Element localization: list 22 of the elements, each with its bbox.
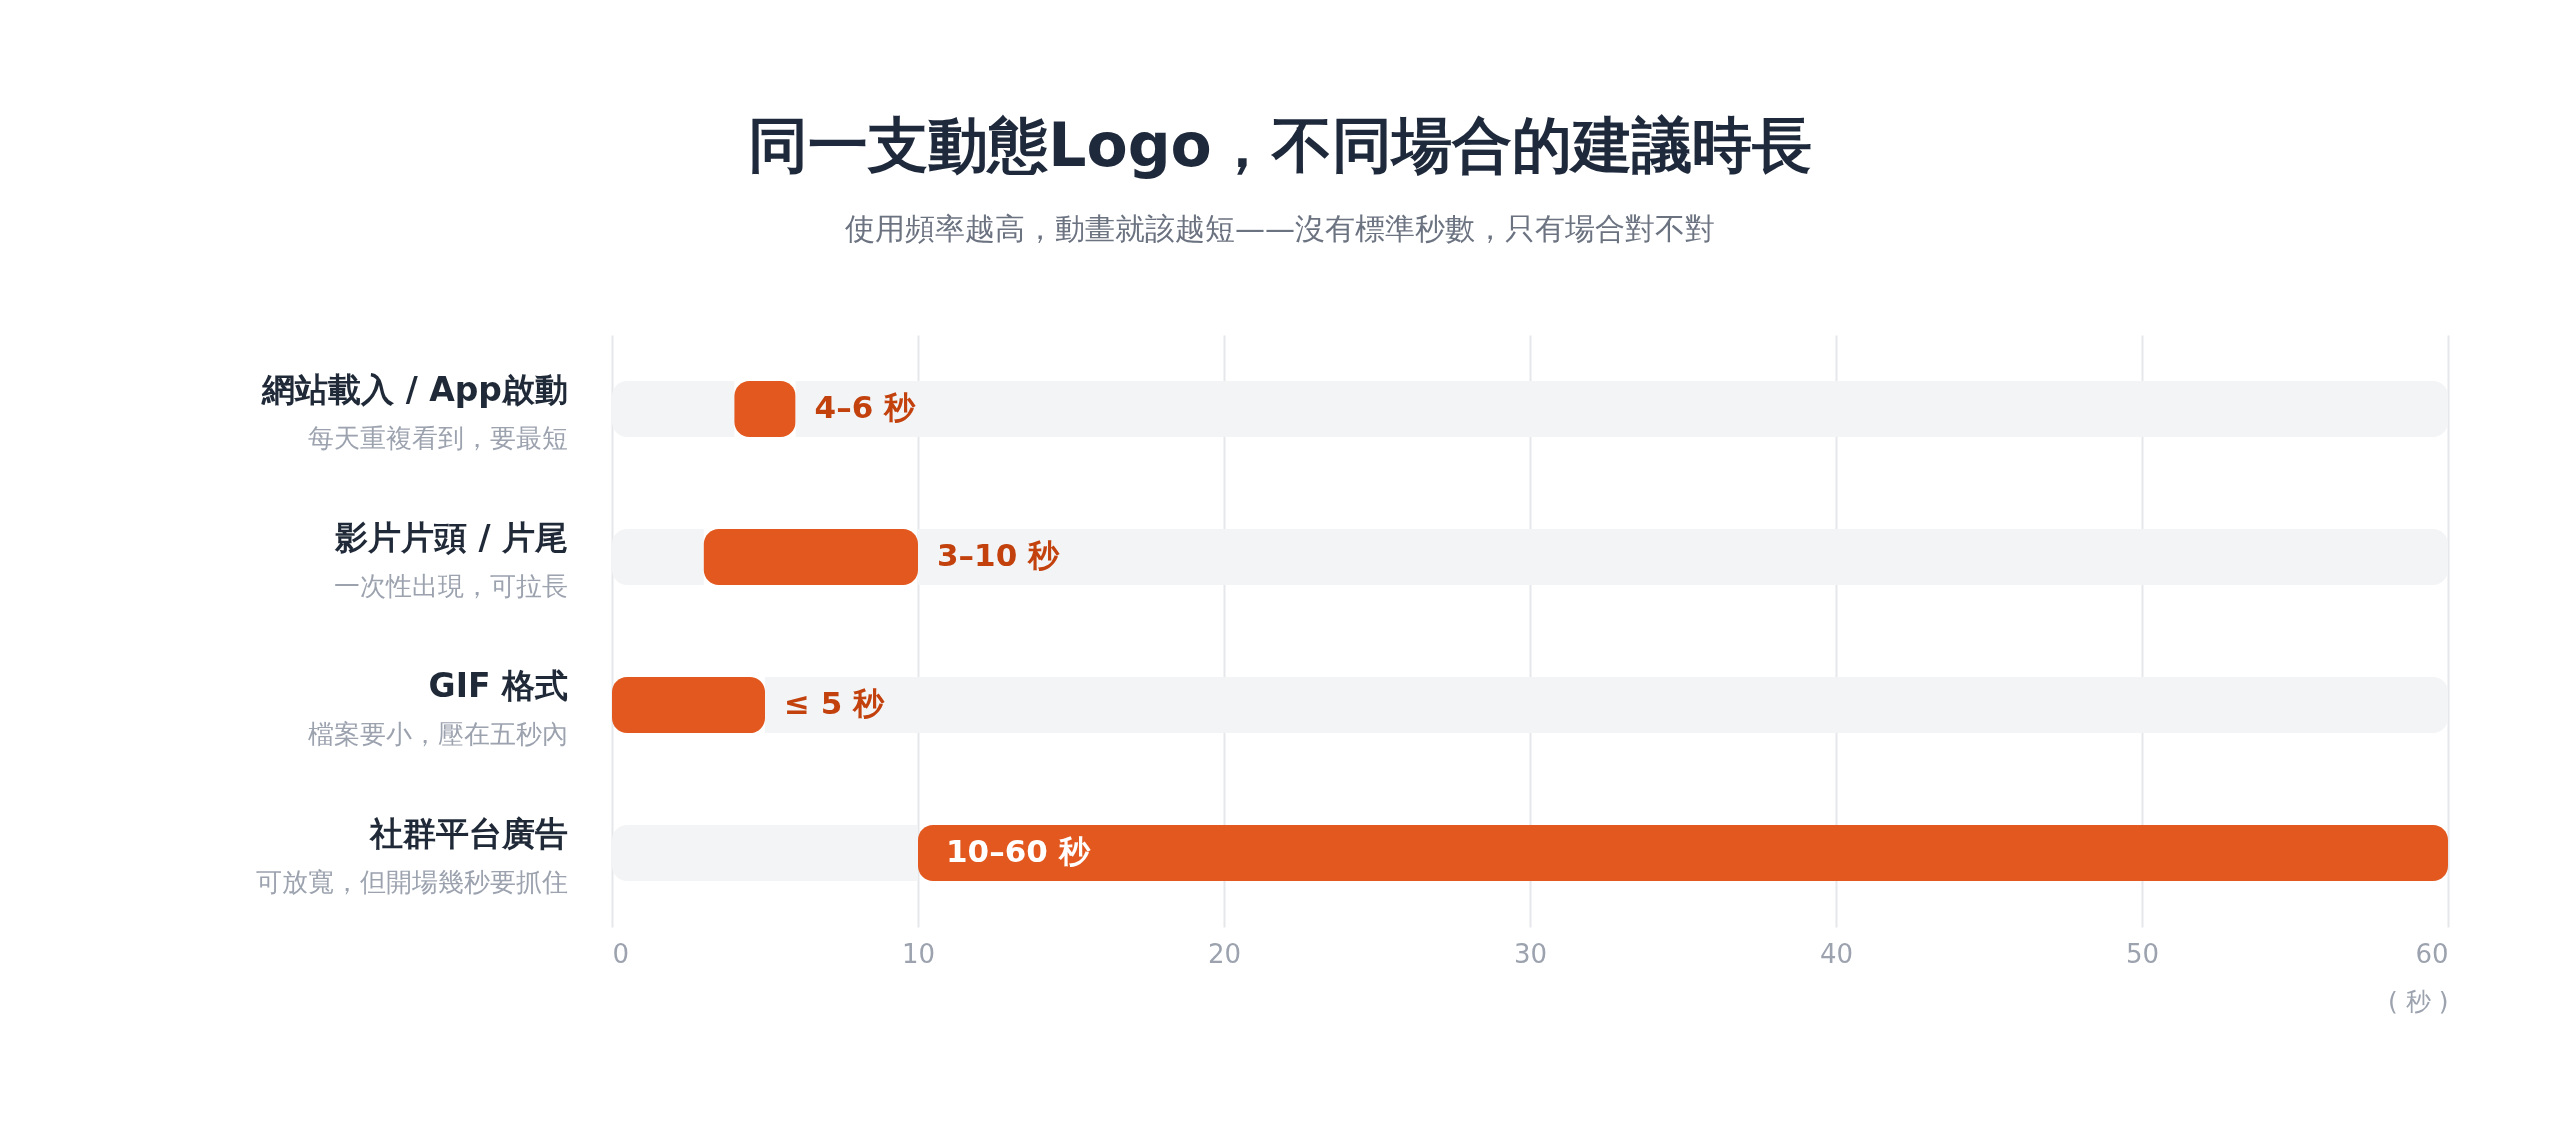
y-tick-label: 影片片頭 / 片尾 (333, 518, 568, 557)
x-tick-label: 20 (1207, 938, 1242, 969)
x-tick-label: 0 (612, 938, 630, 969)
x-tick-label: 10 (901, 938, 936, 969)
y-tick-label: GIF 格式 (428, 666, 568, 705)
data-label: 10–60 秒 (946, 833, 1091, 869)
x-tick-label: 40 (1819, 938, 1854, 969)
chart-subtitle: 使用頻率越高，動畫就該越短——沒有標準秒數，只有場合對不對 (845, 211, 1715, 246)
data-label: 4–6 秒 (814, 389, 917, 425)
text: 每天重複看到，要最短 (308, 423, 568, 453)
x-tick-label: 60 (2415, 938, 2449, 969)
x-tick-label: 50 (2125, 938, 2160, 969)
text: 一次性出現，可拉長 (334, 571, 568, 601)
text: 可放寬，但開場幾秒要抓住 (256, 867, 568, 897)
y-tick-label: 網站載入 / App啟動 (261, 370, 568, 409)
text: 檔案要小，壓在五秒內 (308, 719, 568, 749)
x-tick-label: 30 (1513, 938, 1548, 969)
x-axis-title: ( 秒 ) (2388, 986, 2449, 1016)
data-label: ≤ 5 秒 (784, 685, 886, 721)
y-tick-label: 社群平台廣告 (369, 814, 568, 853)
chart-title: 同一支動態Logo，不同場合的建議時長 (748, 110, 1812, 180)
data-label: 3–10 秒 (937, 537, 1060, 573)
